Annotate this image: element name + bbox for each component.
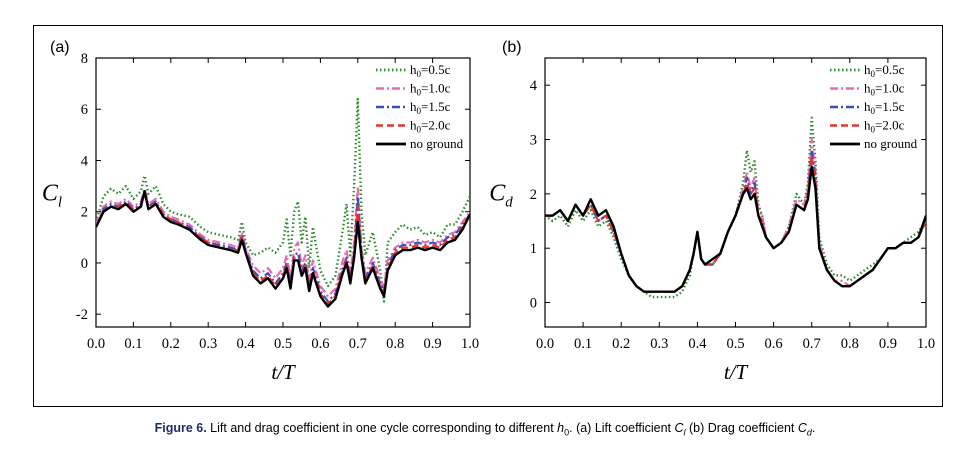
y-tick-label: 0	[81, 256, 88, 272]
y-tick-label: 2	[81, 205, 88, 221]
figure-frame	[33, 25, 943, 407]
x-tick-label: 1.0	[917, 336, 935, 352]
x-axis-label: t/T	[271, 360, 296, 384]
x-tick-label: 0.8	[841, 336, 859, 352]
x-tick-label: 0.0	[536, 336, 554, 352]
legend-label: h0=1.5c	[864, 99, 905, 116]
x-tick-label: 0.7	[349, 336, 367, 352]
series-line-h0-1-0c	[96, 185, 470, 298]
caption-text: Lift and drag coefficient in one cycle c…	[210, 421, 816, 438]
legend-label: h0=2.0c	[410, 118, 451, 135]
y-tick-label: 4	[81, 153, 89, 169]
x-tick-label: 0.5	[726, 336, 744, 352]
legend-label: h0=1.0c	[864, 81, 905, 98]
x-tick-label: 0.9	[424, 336, 442, 352]
x-tick-label: 0.3	[650, 336, 668, 352]
x-tick-label: 0.2	[612, 336, 630, 352]
series-line-no-ground	[545, 165, 926, 293]
x-tick-label: 0.5	[274, 336, 292, 352]
series-line-h0-1-5c	[545, 149, 926, 293]
y-tick-label: 0	[530, 296, 537, 312]
chart-panel-lift: 0.0 0.1 0.2 0.3 0.4 0.5 0.6 0.7 0.8 0.9 1.0 -2 0 2 4 6 8…	[42, 39, 479, 384]
x-tick-label: 0.8	[386, 336, 404, 352]
y-tick-label: 8	[81, 51, 88, 67]
x-tick-label: 0.6	[765, 336, 783, 352]
x-tick-label: 0.2	[162, 336, 180, 352]
x-tick-label: 0.9	[879, 336, 897, 352]
x-tick-label: 0.4	[237, 336, 256, 352]
x-tick-label: 0.1	[574, 336, 592, 352]
y-tick-label: -2	[76, 307, 88, 323]
series-line-h0-0-5c	[96, 97, 470, 303]
series-line-no-ground	[96, 189, 470, 308]
legend-label: h0=0.5c	[410, 62, 451, 79]
legend-label: h0=2.0c	[864, 118, 905, 135]
y-tick-label: 1	[530, 241, 537, 257]
x-tick-label: 1.0	[461, 336, 479, 352]
y-tick-label: 2	[530, 187, 537, 203]
y-axis-label: Cd	[489, 181, 513, 211]
x-tick-label: 0.7	[803, 336, 821, 352]
legend-label: h0=0.5c	[864, 62, 905, 79]
x-tick-label: 0.3	[199, 336, 217, 352]
panel-label: (a)	[50, 39, 70, 56]
legend-label: h0=1.5c	[410, 99, 451, 116]
y-tick-label: 3	[530, 133, 537, 149]
series-line-h0-0-5c	[545, 116, 926, 299]
figure-caption: Figure 6. Lift and drag coefficient in o…	[0, 421, 970, 438]
x-tick-label: 0.1	[124, 336, 142, 352]
legend-label: no ground	[864, 136, 918, 151]
y-tick-label: 6	[81, 102, 88, 118]
x-axis-label: t/T	[724, 360, 749, 384]
legend-label: no ground	[410, 136, 464, 151]
x-tick-label: 0.4	[688, 336, 707, 352]
legend-label: h0=1.0c	[410, 81, 451, 98]
caption-label: Figure 6.	[154, 421, 207, 435]
panel-label: (b)	[502, 39, 522, 56]
y-tick-label: 4	[530, 78, 538, 94]
y-axis-label: Cl	[42, 181, 62, 211]
chart-panel-drag: 0.0 0.1 0.2 0.3 0.4 0.5 0.6 0.7 0.8 0.9 1.0 0 1 2 3 4 t/…	[489, 39, 935, 384]
x-tick-label: 0.6	[311, 336, 329, 352]
x-tick-label: 0.0	[87, 336, 105, 352]
